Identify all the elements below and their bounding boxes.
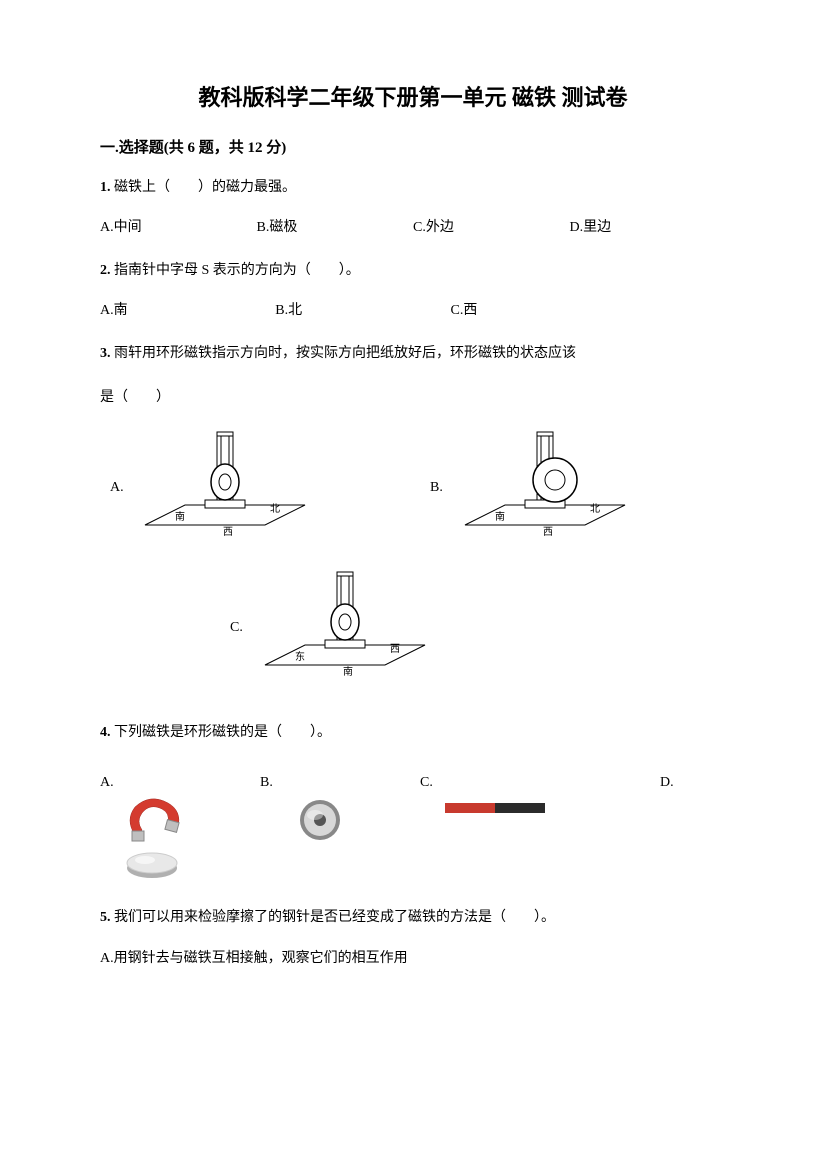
bar-magnet-icon <box>445 803 545 813</box>
q4-options: A. B. C. D. <box>100 775 726 885</box>
ring-magnet-icon <box>295 795 345 845</box>
svg-text:北: 北 <box>590 503 600 515</box>
section-1-header: 一.选择题(共 6 题，共 12 分) <box>100 136 726 157</box>
q2-option-c: C.西 <box>451 299 626 319</box>
q5-text: 我们可以用来检验摩擦了的钢针是否已经变成了磁铁的方法是（ ）。 <box>114 910 555 925</box>
q2-number: 2. <box>100 263 111 278</box>
q1-options: A.中间 B.磁极 C.外边 D.里边 <box>100 216 726 236</box>
q4-text: 下列磁铁是环形磁铁的是（ ）。 <box>114 725 331 740</box>
q2-text: 指南针中字母 S 表示的方向为（ ）。 <box>114 263 360 278</box>
q4-label-c: C. <box>420 775 433 791</box>
ring-magnet-stand-c-icon: 东 西 南 <box>255 570 435 685</box>
q5-number: 5. <box>100 910 111 925</box>
q2-option-a: A.南 <box>100 299 275 319</box>
q3-text-line2: 是（ ） <box>100 390 170 405</box>
question-4: 4. 下列磁铁是环形磁铁的是（ ）。 <box>100 720 726 745</box>
ring-magnet-stand-b-icon: 南 北 西 <box>455 430 635 545</box>
q5-option-a-wrap: A.用钢针去与磁铁互相接触，观察它们的相互作用 <box>100 946 726 971</box>
bar-black-half <box>495 803 545 813</box>
horseshoe-magnet-icon <box>120 795 190 845</box>
q3-number: 3. <box>100 346 111 361</box>
q1-option-d: D.里边 <box>570 216 727 236</box>
q1-option-c: C.外边 <box>413 216 570 236</box>
page-title: 教科版科学二年级下册第一单元 磁铁 测试卷 <box>100 80 726 112</box>
q3-figures-row2: C. 东 西 南 <box>100 570 726 700</box>
question-3: 3. 雨轩用环形磁铁指示方向时，按实际方向把纸放好后，环形磁铁的状态应该 <box>100 341 726 366</box>
q3-figures-row1: A. 南 北 西 B. 南 北 西 <box>100 430 726 550</box>
q1-option-b: B.磁极 <box>257 216 414 236</box>
svg-text:东: 东 <box>295 650 305 663</box>
svg-text:北: 北 <box>270 503 280 515</box>
q2-options: A.南 B.北 C.西 <box>100 299 726 319</box>
svg-text:南: 南 <box>495 510 505 523</box>
question-2: 2. 指南针中字母 S 表示的方向为（ ）。 <box>100 258 726 283</box>
q3-label-c: C. <box>230 620 243 636</box>
svg-text:西: 西 <box>543 527 553 538</box>
q1-text: 磁铁上（ ）的磁力最强。 <box>114 180 296 195</box>
q3-text-line1: 雨轩用环形磁铁指示方向时，按实际方向把纸放好后，环形磁铁的状态应该 <box>114 346 576 361</box>
disc-magnet-icon <box>125 850 180 880</box>
q4-label-b: B. <box>260 775 273 791</box>
q1-number: 1. <box>100 180 111 195</box>
q2-option-b: B.北 <box>275 299 450 319</box>
q4-number: 4. <box>100 725 111 740</box>
q1-option-a: A.中间 <box>100 216 257 236</box>
svg-text:西: 西 <box>390 644 400 655</box>
q3-label-b: B. <box>430 480 443 496</box>
q4-label-a: A. <box>100 775 114 791</box>
question-1: 1. 磁铁上（ ）的磁力最强。 <box>100 175 726 200</box>
q3-label-a: A. <box>110 480 124 496</box>
svg-text:西: 西 <box>223 527 233 538</box>
bar-red-half <box>445 803 495 813</box>
question-5: 5. 我们可以用来检验摩擦了的钢针是否已经变成了磁铁的方法是（ ）。 <box>100 905 726 930</box>
q5-option-a: A.用钢针去与磁铁互相接触，观察它们的相互作用 <box>100 951 408 966</box>
svg-text:南: 南 <box>175 510 185 523</box>
q4-label-d: D. <box>660 775 674 791</box>
svg-text:南: 南 <box>343 665 353 678</box>
q3-text-line2-wrap: 是（ ） <box>100 385 726 410</box>
ring-magnet-stand-a-icon: 南 北 西 <box>135 430 315 545</box>
